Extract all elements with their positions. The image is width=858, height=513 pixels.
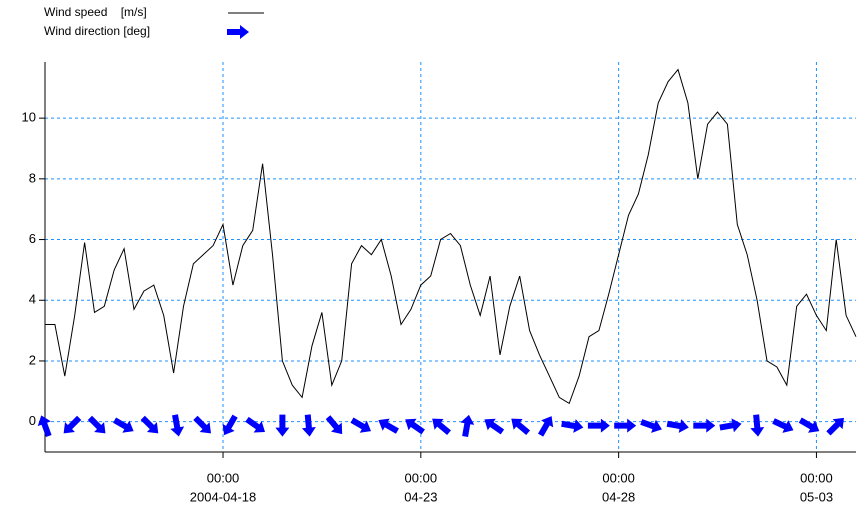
direction-arrow	[350, 417, 372, 433]
y-tick-label: 4	[29, 292, 36, 307]
y-tick-label: 6	[29, 231, 36, 246]
direction-arrow	[693, 418, 716, 433]
direction-arrow	[193, 415, 211, 434]
direction-arrow	[325, 415, 343, 435]
direction-arrow	[170, 414, 185, 437]
direction-arrow	[222, 414, 238, 436]
direction-arrow	[87, 415, 106, 434]
x-tick-label: 00:00	[207, 470, 240, 485]
direction-arrow	[63, 415, 82, 434]
direction-arrow	[826, 417, 844, 436]
direction-arrow	[587, 418, 610, 433]
y-tick-label: 2	[29, 352, 36, 367]
direction-arrow	[561, 419, 584, 433]
x-tick-label: 05-03	[800, 489, 833, 504]
direction-arrow	[640, 419, 662, 433]
x-tick-label: 04-23	[404, 489, 437, 504]
x-tick-label: 00:00	[800, 470, 833, 485]
legend-label: Wind speed [m/s]	[44, 5, 147, 19]
y-tick-label: 8	[29, 170, 36, 185]
legend-label: Wind direction [deg]	[44, 24, 150, 38]
direction-arrow	[719, 418, 742, 433]
direction-arrow	[245, 416, 266, 433]
direction-arrow	[666, 419, 689, 433]
x-tick-label: 2004-04-18	[190, 489, 257, 504]
direction-arrow	[140, 415, 159, 434]
direction-arrow	[275, 414, 290, 437]
x-tick-label: 00:00	[405, 470, 438, 485]
y-tick-label: 0	[29, 413, 36, 428]
direction-arrow	[378, 418, 399, 434]
direction-arrow	[511, 418, 531, 436]
direction-arrow	[37, 415, 52, 438]
direction-arrow	[484, 418, 505, 435]
direction-arrow	[113, 417, 134, 433]
wind-speed-line	[45, 68, 857, 405]
direction-arrow	[460, 414, 475, 438]
y-tick-label: 10	[22, 110, 36, 125]
x-tick-label: 00:00	[602, 470, 635, 485]
direction-arrow	[301, 414, 316, 437]
direction-arrow	[772, 418, 794, 433]
direction-arrow	[798, 417, 820, 433]
direction-arrow	[614, 418, 637, 433]
direction-arrow	[405, 418, 425, 435]
direction-arrow	[750, 414, 765, 437]
x-tick-label: 04-28	[602, 489, 635, 504]
direction-arrow	[432, 418, 451, 436]
legend-arrow	[227, 25, 249, 39]
direction-arrow	[538, 416, 554, 437]
